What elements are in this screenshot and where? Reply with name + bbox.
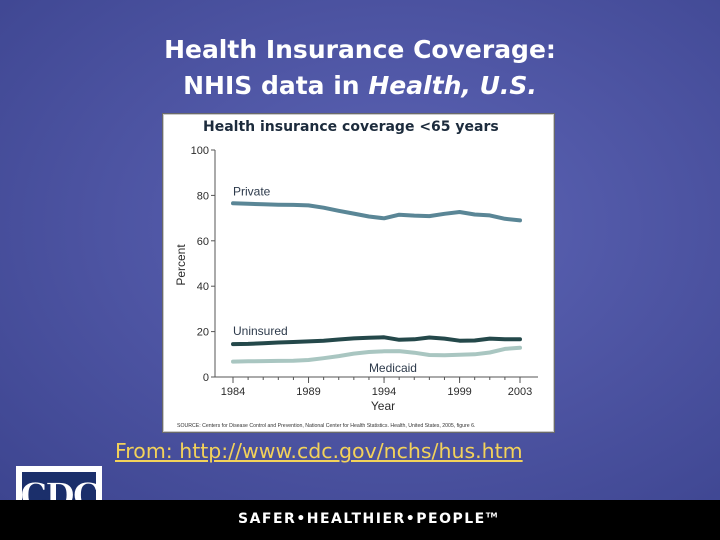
medicaid-series-line: [231, 345, 522, 364]
x-tick-label: 1999: [447, 386, 471, 398]
y-tick-label: 80: [197, 190, 209, 202]
chart-series-labels: Private Uninsured Medicaid: [233, 184, 417, 375]
footer-trademark: TM: [485, 511, 498, 520]
title-line-1: Health Insurance Coverage:: [164, 35, 556, 64]
y-tick-label: 100: [191, 145, 209, 157]
private-series-label: Private: [233, 184, 271, 198]
x-tick-label: 2003: [508, 386, 532, 398]
y-tick-label: 60: [197, 236, 209, 248]
footer-tagline: SAFER•HEALTHIER•PEOPLETM: [238, 511, 497, 527]
y-tick-label: 20: [197, 327, 209, 339]
chart-series: [231, 201, 522, 364]
chart-title: Health insurance coverage <65 years: [203, 119, 499, 135]
x-tick-label: 1994: [372, 386, 396, 398]
y-axis-label: Percent: [174, 244, 188, 286]
x-tick-label: 1984: [221, 386, 245, 398]
chart-panel: Health insurance coverage <65 years Perc…: [162, 113, 555, 433]
title-line-2-prefix: NHIS data in: [183, 71, 369, 100]
slide-title: Health Insurance Coverage: NHIS data in …: [0, 32, 720, 104]
medicaid-series-label: Medicaid: [369, 361, 417, 375]
footer-tagline-text: SAFER•HEALTHIER•PEOPLE: [238, 511, 486, 527]
source-link[interactable]: From: http://www.cdc.gov/nchs/hus.htm: [115, 439, 523, 463]
title-line-2: NHIS data in Health, U.S.: [0, 68, 720, 104]
x-axis-label: Year: [371, 399, 395, 413]
x-tick-label: 1989: [296, 386, 320, 398]
chart-axes: 0 20 40 60 80 100 1984 1989 1994 1999 2003: [191, 145, 538, 398]
private-series-line: [231, 201, 522, 223]
y-tick-label: 40: [197, 281, 209, 293]
source-note: SOURCE: Centers for Disease Control and …: [177, 423, 475, 429]
title-line-2-italic: Health, U.S.: [368, 71, 537, 100]
y-tick-label: 0: [203, 372, 209, 384]
line-chart: Health insurance coverage <65 years Perc…: [174, 119, 538, 429]
footer-bar: [0, 500, 720, 540]
uninsured-series-label: Uninsured: [233, 324, 288, 338]
uninsured-series-line: [231, 335, 522, 347]
